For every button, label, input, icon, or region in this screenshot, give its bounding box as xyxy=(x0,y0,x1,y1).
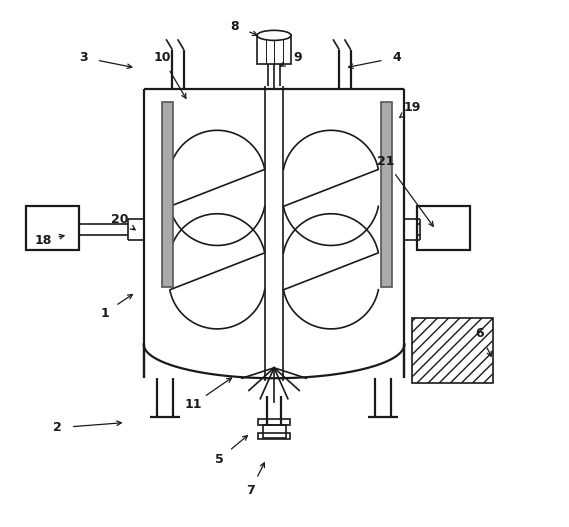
Text: 20: 20 xyxy=(112,213,129,226)
Text: 18: 18 xyxy=(35,233,52,247)
Bar xyxy=(263,425,286,438)
Bar xyxy=(26,206,79,250)
Text: 2: 2 xyxy=(53,421,62,434)
Bar xyxy=(413,318,493,384)
Bar xyxy=(381,102,393,287)
Text: 10: 10 xyxy=(153,51,171,64)
Bar xyxy=(418,206,469,250)
Ellipse shape xyxy=(257,31,291,41)
Text: 7: 7 xyxy=(246,484,255,497)
Bar xyxy=(257,35,291,64)
Text: 6: 6 xyxy=(476,327,484,340)
Text: 5: 5 xyxy=(215,453,224,465)
Text: 19: 19 xyxy=(403,101,421,113)
Text: 9: 9 xyxy=(293,51,302,64)
Text: 1: 1 xyxy=(100,307,109,319)
Bar xyxy=(258,419,290,425)
Text: 11: 11 xyxy=(184,398,202,411)
Text: 8: 8 xyxy=(230,19,240,33)
Text: 21: 21 xyxy=(377,155,395,168)
Text: 4: 4 xyxy=(392,51,401,64)
Bar xyxy=(162,102,174,287)
Bar xyxy=(258,433,290,439)
Text: 3: 3 xyxy=(80,51,88,64)
